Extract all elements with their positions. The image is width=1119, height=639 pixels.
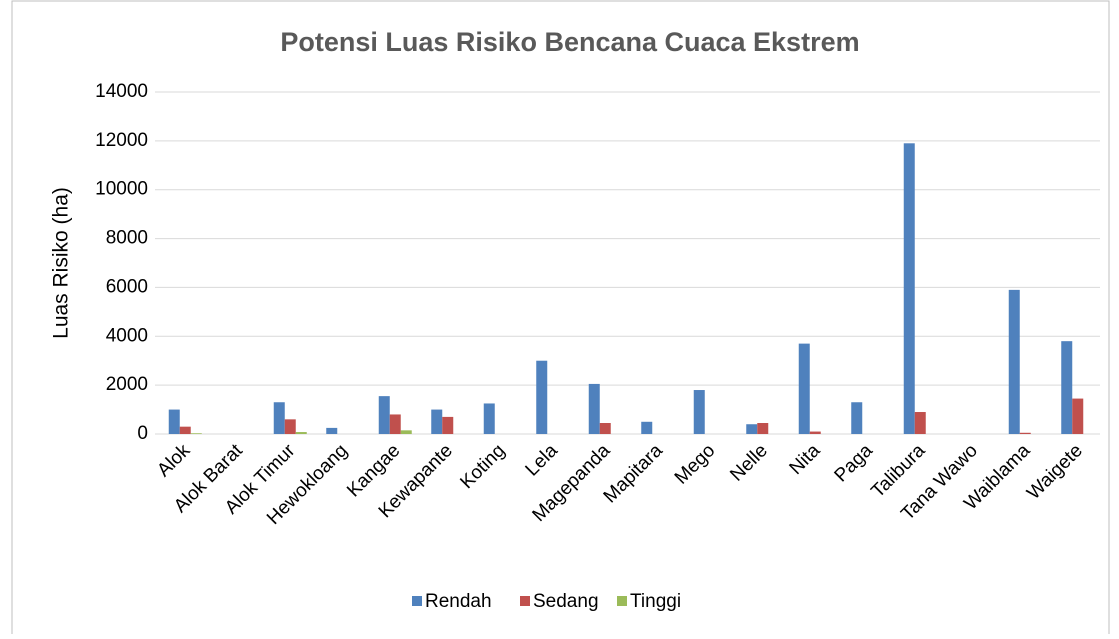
y-axis-title: Luas Risiko (ha) <box>50 187 73 339</box>
bar <box>746 424 758 434</box>
bar <box>914 412 926 434</box>
bar <box>588 383 600 434</box>
bar <box>190 433 202 434</box>
bar <box>798 343 810 434</box>
bar <box>809 431 821 434</box>
y-tick-label: 2000 <box>106 374 148 395</box>
bar <box>1061 341 1073 434</box>
y-tick-label: 6000 <box>106 276 148 297</box>
y-tick-label: 14000 <box>95 81 148 102</box>
bar <box>431 409 443 434</box>
bar <box>400 430 412 434</box>
y-tick-label: 12000 <box>95 130 148 151</box>
bar <box>693 390 705 434</box>
bar <box>378 396 390 434</box>
bar <box>599 423 611 434</box>
bar <box>903 143 915 435</box>
bar <box>295 432 307 434</box>
bar <box>179 426 191 434</box>
bar <box>284 419 296 434</box>
bar <box>536 360 548 434</box>
y-tick-label: 10000 <box>95 179 148 200</box>
bar <box>757 423 769 434</box>
bar <box>1019 432 1031 434</box>
legend-label: Sedang <box>533 591 599 612</box>
bar <box>168 409 180 434</box>
chart-border <box>11 0 1110 639</box>
legend-label: Rendah <box>425 591 492 612</box>
y-tick-label: 0 <box>137 423 148 444</box>
bar <box>326 427 338 434</box>
chart-title: Potensi Luas Risiko Bencana Cuaca Ekstre… <box>280 27 859 57</box>
legend-swatch <box>412 596 422 606</box>
bar <box>389 414 401 434</box>
bar <box>442 416 454 434</box>
bar <box>851 402 863 434</box>
bar <box>273 402 285 434</box>
y-tick-label: 8000 <box>106 228 148 249</box>
legend-label: Tinggi <box>630 591 681 612</box>
legend-swatch <box>520 596 530 606</box>
bar <box>483 403 495 434</box>
y-tick-label: 4000 <box>106 325 148 346</box>
bar <box>641 421 653 434</box>
legend-swatch <box>617 596 627 606</box>
bar <box>1072 398 1084 434</box>
bar <box>1008 289 1020 434</box>
